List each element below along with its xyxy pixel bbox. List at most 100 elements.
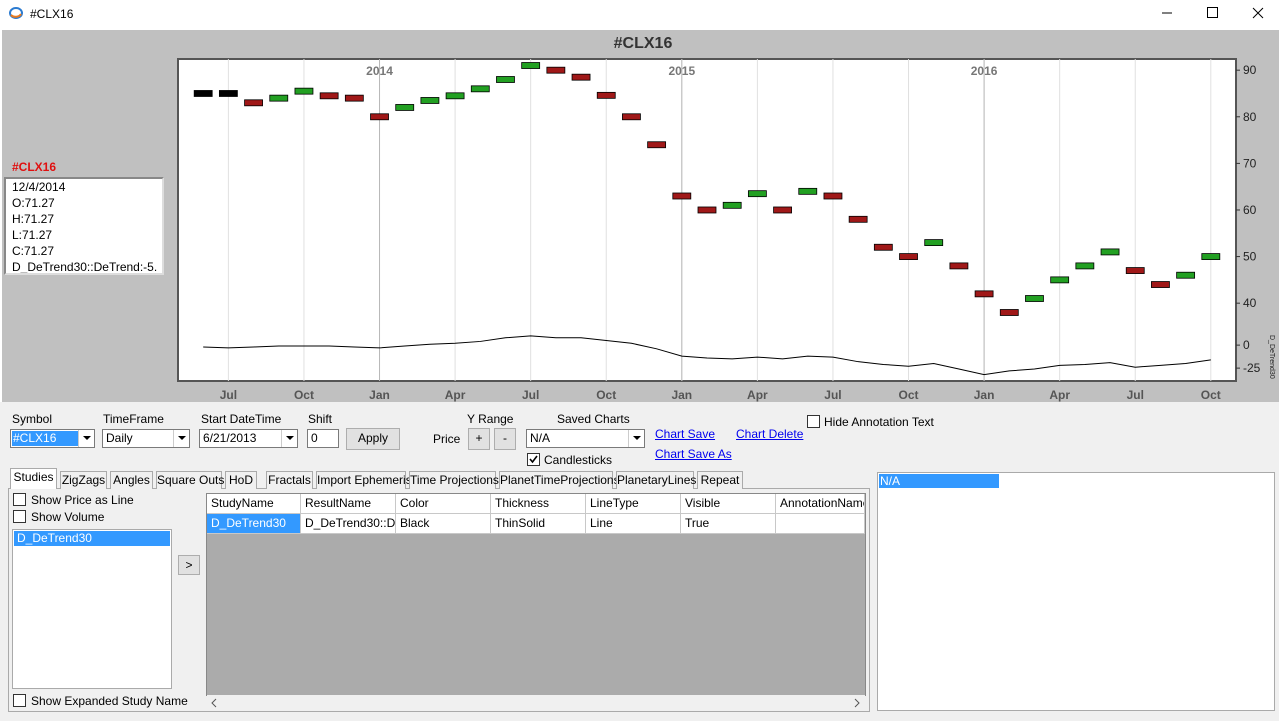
timeframe-combo-text: Daily [106, 431, 133, 445]
arrow-glyph [286, 436, 294, 440]
candle [344, 94, 364, 102]
saved-charts-combo-text: N/A [530, 431, 551, 445]
study-list: D_DeTrend30 [12, 529, 172, 689]
column-header: Visible [681, 494, 776, 514]
candle [722, 201, 742, 209]
show-expanded-checkbox[interactable] [13, 694, 26, 707]
candle [596, 91, 616, 99]
plot-area [177, 58, 1237, 382]
link[interactable]: Chart Save As [655, 447, 732, 461]
label: Show Price as Line [31, 493, 134, 507]
x-tick-label: Oct [1201, 388, 1221, 402]
candlesticks-checkbox[interactable] [527, 453, 540, 466]
y2-tick-label: 0 [1243, 338, 1250, 352]
candle [798, 187, 818, 195]
x-tick-label: Oct [294, 388, 314, 402]
chart-title: #CLX16 [614, 35, 673, 52]
y-tick-label: 50 [1243, 250, 1257, 264]
candle [193, 90, 213, 97]
candle [1050, 276, 1070, 284]
x-tick-label: Jul [220, 388, 237, 402]
tab[interactable]: PlanetaryLines [616, 471, 697, 489]
chart-panel: #CLX16 Jul Oct Jan Apr Jul Oct Jan Apr Jul Oct Jan A… [0, 30, 1279, 402]
right-list-item[interactable]: N/A [879, 474, 999, 488]
move-button[interactable]: > [178, 555, 200, 575]
candle [420, 97, 440, 104]
tab[interactable]: Fractals [266, 471, 313, 489]
show-price-line-checkbox[interactable] [13, 493, 26, 506]
tab[interactable]: ZigZags [60, 471, 107, 489]
tab[interactable]: Studies [10, 468, 57, 489]
year-label: 2014 [366, 64, 393, 78]
column-header: AnnotationName [776, 494, 865, 514]
table-cell[interactable]: Line [586, 514, 681, 534]
apply-button[interactable]: Apply [346, 428, 400, 450]
info-line: O:71.27 [12, 196, 55, 210]
dropdown-arrow[interactable] [78, 430, 94, 447]
table-cell[interactable]: D_DeTrend30 [207, 514, 301, 534]
shift-input[interactable]: 0 [307, 429, 339, 448]
candle [571, 73, 591, 81]
candle [924, 239, 944, 247]
label: Y Range [467, 412, 514, 426]
minus-button[interactable]: - [494, 428, 516, 450]
dropdown-arrow[interactable] [628, 430, 644, 447]
symbol-combo[interactable]: #CLX16 [10, 429, 95, 448]
tab[interactable]: HoD [225, 471, 257, 489]
hide-annotation-checkbox[interactable] [807, 415, 820, 428]
app-icon-arc [10, 13, 22, 18]
column-header: ResultName [301, 494, 396, 514]
table-cell[interactable]: ThinSolid [491, 514, 586, 534]
tab[interactable]: PlanetTimeProjections [499, 471, 620, 489]
saved-charts-combo[interactable]: N/A [526, 429, 645, 448]
info-line: 12/4/2014 [12, 180, 66, 194]
info-symbol: #CLX16 [12, 160, 57, 174]
x-tick-label: Jul [1127, 388, 1144, 402]
window-title: #CLX16 [30, 7, 74, 21]
h-scrollbar [207, 695, 865, 711]
candle [697, 206, 717, 214]
label: Symbol [12, 412, 53, 426]
candle [218, 90, 238, 97]
candle [1201, 253, 1221, 260]
symbol-combo-text: #CLX16 [12, 431, 89, 446]
candle [470, 85, 490, 93]
study-item[interactable]: D_DeTrend30 [14, 531, 170, 546]
x-tick-label: Jan [671, 388, 692, 402]
tab[interactable]: Repeat [697, 471, 743, 489]
link[interactable]: Chart Save [655, 427, 716, 441]
table-cell[interactable]: True [681, 514, 776, 534]
table-cell[interactable]: D_DeTrend30::De [301, 514, 396, 534]
y2-axis-label: D_DeTrend30 [1268, 335, 1275, 379]
arrow-glyph [83, 436, 91, 440]
table-cell[interactable]: Black [396, 514, 491, 534]
dropdown-arrow[interactable] [281, 430, 297, 447]
candle [823, 192, 843, 200]
y-tick-label: 80 [1243, 110, 1257, 124]
tab[interactable]: Time Projections [409, 471, 499, 489]
plus-button[interactable]: + [468, 428, 490, 450]
start-date-picker[interactable]: 6/21/2013 [199, 429, 298, 448]
table-cell[interactable] [776, 514, 865, 534]
link[interactable]: Chart Delete [736, 427, 804, 441]
timeframe-combo[interactable]: Daily [102, 429, 190, 448]
candle [873, 243, 893, 251]
close-button[interactable] [1252, 7, 1264, 19]
x-tick-label: Jul [824, 388, 841, 402]
candle [949, 262, 969, 270]
candle [647, 141, 667, 149]
tab[interactable]: Import Ephemeris [316, 471, 412, 489]
y-tick-label: 90 [1243, 63, 1257, 77]
title-bar-bg [0, 0, 1279, 30]
info-line: C:71.27 [12, 244, 55, 258]
label: Start DateTime [201, 412, 282, 426]
maximize-button[interactable] [1207, 7, 1218, 18]
scroll-arrows[interactable] [207, 695, 865, 711]
candle [319, 92, 339, 100]
label: Candlesticks [544, 453, 613, 467]
tab[interactable]: Square Outs [156, 471, 225, 489]
tab[interactable]: Angles [110, 471, 153, 489]
year-label: 2015 [668, 64, 695, 78]
show-volume-checkbox[interactable] [13, 510, 26, 523]
dropdown-arrow[interactable] [173, 430, 189, 447]
